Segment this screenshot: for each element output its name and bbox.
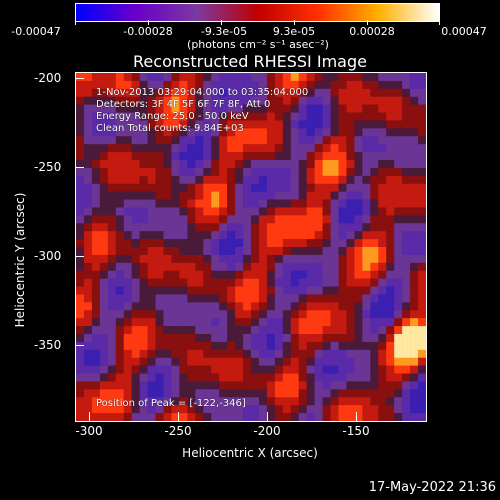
colorbar-label: 0.00028 bbox=[349, 25, 395, 38]
colorbar-label: -9.3e-05 bbox=[200, 25, 248, 38]
colorbar-tick bbox=[221, 20, 222, 25]
y-axis-label: Heliocentric Y (arcsec) bbox=[13, 192, 27, 328]
y-tick-label: -300 bbox=[34, 249, 62, 263]
x-tick-label: -250 bbox=[164, 424, 192, 438]
colorbar-label: 0.00047 bbox=[441, 25, 487, 38]
y-tick-label: -350 bbox=[34, 338, 62, 352]
info-peak-position: Position of Peak = [-122,-346] bbox=[96, 398, 246, 409]
info-energy: Energy Range: 25.0 - 50.0 keV bbox=[96, 111, 249, 122]
rhessi-map bbox=[76, 73, 426, 421]
colorbar-units: (photons cm⁻² s⁻¹ asec⁻²) bbox=[187, 38, 329, 51]
timestamp: 17-May-2022 21:36 bbox=[368, 480, 496, 495]
y-tick-label: -250 bbox=[34, 160, 62, 174]
colorbar-label: 9.3e-05 bbox=[272, 25, 316, 38]
x-tickmark bbox=[267, 412, 268, 421]
plot-title: Reconstructed RHESSI Image bbox=[133, 52, 367, 71]
y-tick-label: -200 bbox=[34, 71, 62, 85]
x-tick-label: -300 bbox=[75, 424, 103, 438]
x-tickmark bbox=[178, 412, 179, 421]
colorbar-tick bbox=[294, 20, 295, 25]
info-time-range: 1-Nov-2013 03:29:04.000 to 03:35:04.000 bbox=[96, 87, 309, 98]
x-tick-label: -150 bbox=[342, 424, 370, 438]
colorbar-tick bbox=[367, 20, 368, 25]
x-axis-label: Heliocentric X (arcsec) bbox=[182, 446, 318, 460]
info-detectors: Detectors: 3F 4F 5F 6F 7F 8F, Att 0 bbox=[96, 99, 271, 110]
x-tickmark bbox=[89, 412, 90, 421]
x-tick-label: -200 bbox=[253, 424, 281, 438]
colorbar-label: -0.00047 bbox=[11, 25, 61, 38]
colorbar-label: -0.00028 bbox=[123, 25, 173, 38]
x-tickmark bbox=[356, 412, 357, 421]
colorbar-tick bbox=[148, 20, 149, 25]
info-clean: Clean Total counts: 9.84E+03 bbox=[96, 123, 244, 134]
y-tickmark bbox=[75, 167, 84, 168]
colorbar bbox=[75, 3, 440, 22]
y-tickmark bbox=[75, 78, 84, 79]
y-tickmark bbox=[75, 345, 84, 346]
y-tickmark bbox=[75, 256, 84, 257]
image-frame: 1-Nov-2013 03:29:04.000 to 03:35:04.000 … bbox=[75, 72, 427, 422]
colorbar-tick bbox=[75, 20, 76, 25]
colorbar-tick bbox=[439, 20, 440, 25]
